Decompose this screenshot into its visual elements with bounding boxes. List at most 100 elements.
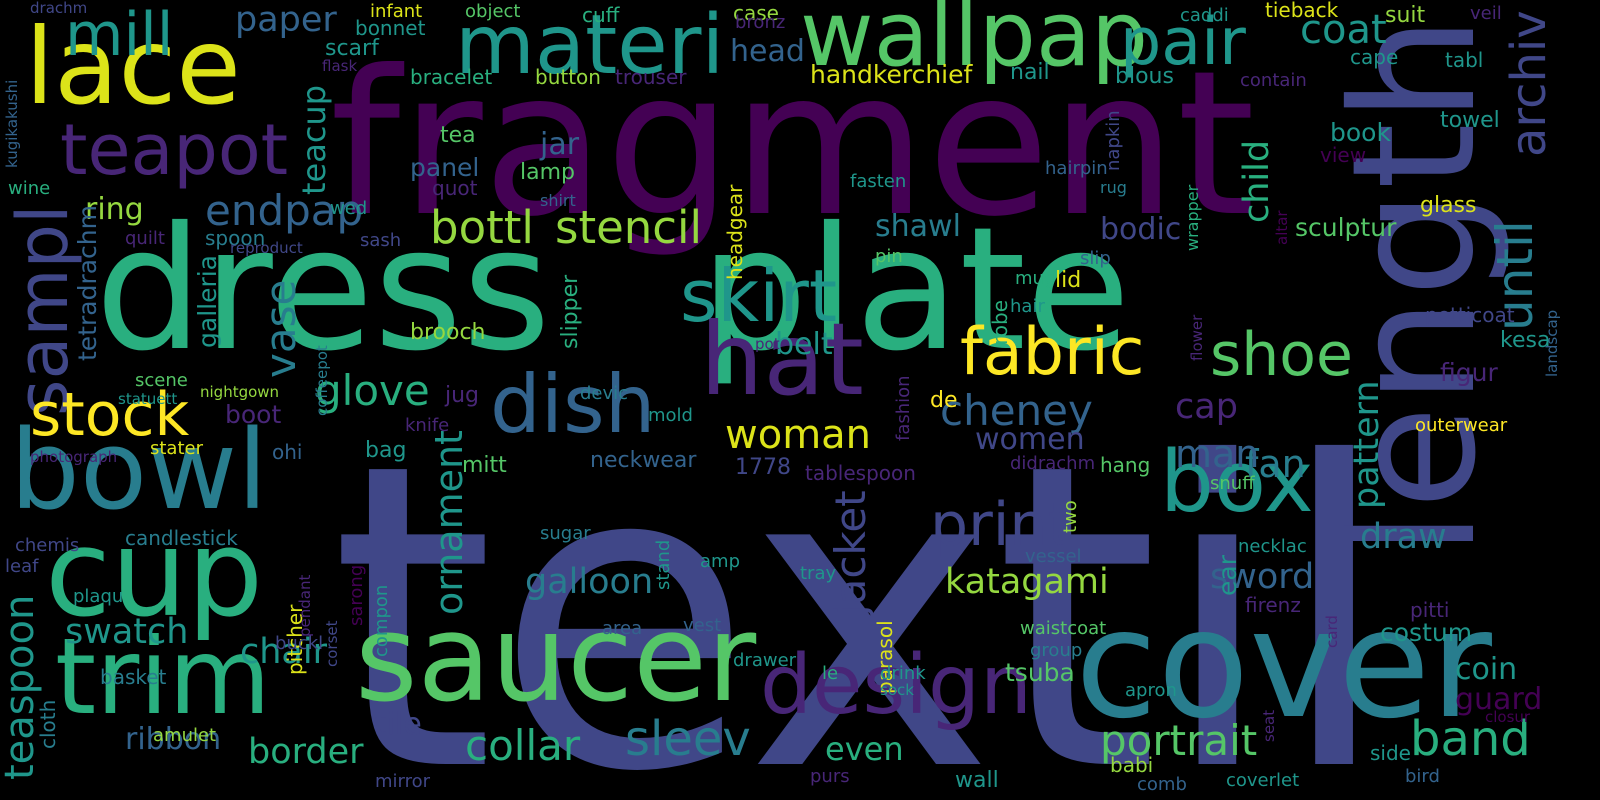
word-cloud-word: collar xyxy=(465,721,581,770)
word-cloud-word: headgear xyxy=(723,184,747,280)
word-cloud-word: de xyxy=(930,388,958,413)
word-cloud-word: ribbon xyxy=(125,722,222,757)
word-cloud-word: area xyxy=(602,618,643,639)
word-cloud-word: wine xyxy=(8,178,51,199)
word-cloud-word: cuff xyxy=(582,3,620,27)
word-cloud-word: wallpap xyxy=(800,0,1149,87)
word-cloud-word: purs xyxy=(810,766,850,787)
word-cloud-word: tray xyxy=(800,563,837,584)
word-cloud-word: pattern xyxy=(1347,380,1387,509)
word-cloud-word: bowl xyxy=(10,406,268,534)
word-cloud-word: drachm xyxy=(30,0,88,17)
word-cloud-word: compon xyxy=(371,584,392,657)
word-cloud-word: teapot xyxy=(60,109,289,191)
word-cloud-word: shoe xyxy=(1210,320,1353,390)
word-cloud-word: wrapper xyxy=(1183,184,1202,251)
word-cloud-word: textil xyxy=(330,375,1393,800)
word-cloud-word: man xyxy=(1175,432,1260,476)
word-cloud-word: belt xyxy=(775,327,833,362)
word-cloud-word: pot xyxy=(755,335,780,353)
word-cloud-word: bird xyxy=(1405,766,1440,787)
word-cloud-word: tea xyxy=(440,123,476,148)
word-cloud-word: glove xyxy=(315,366,430,415)
word-cloud-word: kesa xyxy=(1500,328,1551,353)
word-cloud-word: group xyxy=(1030,640,1083,661)
word-cloud-word: side xyxy=(1370,741,1411,765)
word-cloud-word: stock xyxy=(30,380,190,450)
word-cloud-word: bronz xyxy=(735,12,786,33)
word-cloud-word: dish xyxy=(490,358,656,451)
word-cloud-word: bottl xyxy=(430,201,534,254)
word-cloud-word: woman xyxy=(725,412,872,458)
word-cloud-word: stand xyxy=(653,539,674,590)
word-cloud-word: glass xyxy=(1420,193,1477,218)
word-cloud-word: devic xyxy=(580,383,629,404)
word-cloud-word: object xyxy=(465,1,521,22)
word-cloud-word: ear xyxy=(1213,555,1242,596)
word-cloud-word: mirror xyxy=(375,771,431,792)
word-cloud-word: wed xyxy=(330,198,368,219)
word-cloud-word: hang xyxy=(1100,453,1151,477)
word-cloud-word: button xyxy=(535,65,601,89)
word-cloud-word: firenz xyxy=(1245,593,1301,617)
word-cloud-word: stencil xyxy=(555,201,703,254)
word-cloud-word: napkin xyxy=(1103,110,1124,171)
word-cloud-word: scene xyxy=(135,370,188,391)
word-cloud-word: coin xyxy=(1455,652,1518,687)
word-cloud-word: robe xyxy=(988,299,1012,345)
word-cloud-word: slipper xyxy=(558,274,583,349)
word-cloud-word: spoon xyxy=(205,226,266,250)
word-cloud-word: ohi xyxy=(272,440,303,464)
word-cloud-word: paper xyxy=(235,0,337,40)
word-cloud-word: sugar xyxy=(540,523,591,544)
word-cloud-word: drink xyxy=(880,663,926,684)
word-cloud-word: contain xyxy=(1240,70,1307,91)
word-cloud-word: slip xyxy=(1080,248,1111,269)
word-cloud-word: tsuba xyxy=(1005,658,1075,687)
word-cloud-word: sock xyxy=(880,681,914,699)
word-cloud-word: closur xyxy=(1485,708,1531,726)
word-cloud-word: didrachm xyxy=(1010,453,1096,474)
word-cloud-word: plaqu xyxy=(73,586,124,607)
word-cloud-word: tieback xyxy=(1265,0,1339,22)
word-cloud-word: drawer xyxy=(733,650,797,671)
word-cloud-word: towel xyxy=(1440,108,1500,133)
word-cloud-word: pendant xyxy=(296,574,314,637)
word-cloud-word: head xyxy=(730,34,805,69)
word-cloud-word: basket xyxy=(100,665,167,689)
word-cloud-word: skirt xyxy=(680,254,838,338)
word-cloud-word: fabric xyxy=(960,315,1145,390)
word-cloud-word: petticoat xyxy=(1425,303,1515,327)
word-cloud-word: handkerchief xyxy=(810,60,973,89)
word-cloud-word: teacup xyxy=(295,84,333,195)
word-cloud-word: women xyxy=(975,422,1085,457)
word-cloud-word: plate xyxy=(700,191,1131,389)
word-cloud-word: landscap xyxy=(1543,309,1561,377)
word-cloud-word: card xyxy=(1323,615,1341,648)
word-cloud-word: katagami xyxy=(945,562,1109,602)
word-cloud-word: portrait xyxy=(1100,716,1258,765)
word-cloud-word: coverlet xyxy=(1226,770,1300,791)
word-cloud-word: shawl xyxy=(875,209,961,244)
word-cloud-word: band xyxy=(1410,711,1531,767)
word-cloud-word: nightgown xyxy=(200,383,280,401)
word-cloud-word: seat xyxy=(1260,709,1278,742)
word-cloud-word: infant xyxy=(370,1,423,22)
word-cloud-word: trouser xyxy=(615,65,687,89)
word-cloud-word: neckwear xyxy=(590,448,697,473)
word-cloud-word: chemis xyxy=(15,535,80,556)
word-cloud-word: coffeepot xyxy=(313,345,331,416)
word-cloud-word: saucer xyxy=(355,590,757,729)
word-cloud-word: mitt xyxy=(462,453,507,478)
word-cloud-word: amulet xyxy=(153,725,217,746)
word-cloud-word: stater xyxy=(150,438,203,459)
word-cloud-word: vest xyxy=(683,615,722,636)
word-cloud-word: dress xyxy=(95,191,551,389)
word-cloud-word: draw xyxy=(1360,517,1447,557)
word-cloud-word: suit xyxy=(1385,3,1426,28)
word-cloud-word: fasten xyxy=(850,171,907,192)
word-cloud-word: hair xyxy=(1010,296,1045,317)
word-cloud-word: shirt xyxy=(540,191,576,210)
word-cloud-word: outerwear xyxy=(1415,415,1508,436)
word-cloud-word: coat xyxy=(1300,7,1387,53)
